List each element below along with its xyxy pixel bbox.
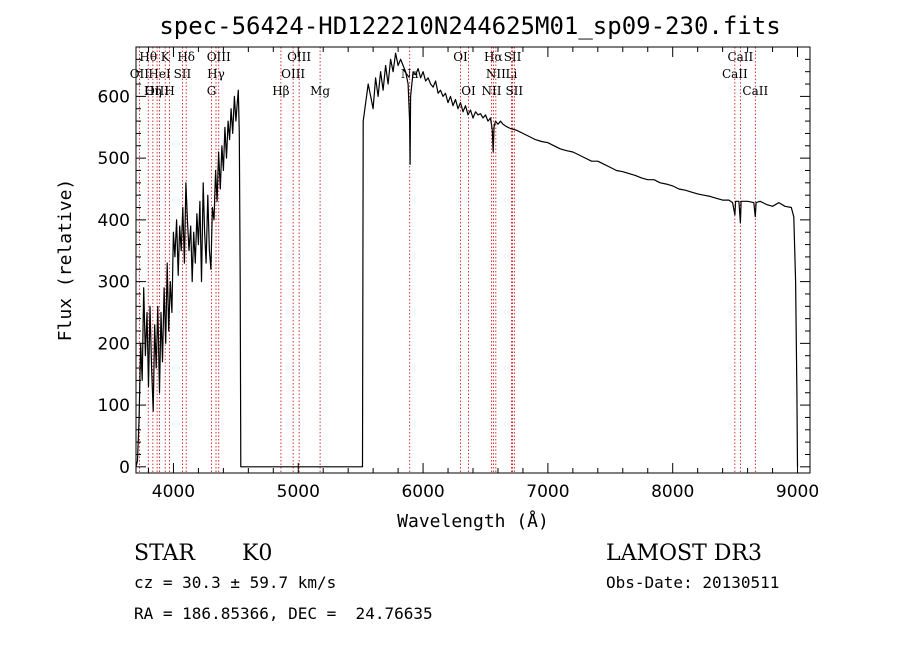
x-tick-label: 4000 — [152, 482, 195, 502]
spectral-line-label: SII — [504, 50, 522, 64]
spectral-line-label: OIII — [207, 50, 231, 64]
x-tick-label: 8000 — [651, 482, 694, 502]
spectral-line-label: K — [161, 50, 171, 64]
spectral-line-label: Hδ — [177, 50, 195, 64]
survey-name: LAMOST DR3 — [606, 541, 762, 566]
spectral-line-label: CaII — [742, 84, 768, 98]
chart-title: spec-56424-HD122210N244625M01_sp09-230.f… — [159, 12, 780, 40]
y-tick-label: 300 — [98, 273, 130, 293]
spectral-line-label: CaII — [727, 50, 753, 64]
spectral-line-label: Hα — [484, 50, 503, 64]
x-axis-ticks: 4000 5000 6000 7000 8000 9000 — [147, 47, 819, 502]
spectral-line-label: SII — [174, 67, 192, 81]
spectral-line-label: H — [164, 84, 174, 98]
spectral-line-label: Hβ — [272, 84, 289, 98]
object-subclass: K0 — [242, 541, 272, 566]
object-type: STAR — [134, 541, 196, 566]
y-tick-label: 0 — [119, 458, 130, 478]
y-tick-label: 500 — [98, 149, 130, 169]
x-tick-label: 6000 — [401, 482, 444, 502]
y-axis-label: Flux (relative) — [55, 179, 76, 342]
spectral-line-label: Li — [506, 67, 518, 81]
redshift-text: cz = 30.3 ± 59.7 km/s — [134, 573, 336, 592]
obs-date-text: Obs-Date: 20130511 — [606, 573, 779, 592]
spectral-line-label: Hγ — [207, 67, 225, 81]
y-tick-label: 400 — [98, 211, 130, 231]
spectral-line-label: Mg — [310, 84, 330, 98]
y-tick-label: 100 — [98, 396, 130, 416]
spectral-line-label: OIII — [287, 50, 311, 64]
x-tick-label: 9000 — [776, 482, 819, 502]
x-axis-label: Wavelength (Å) — [397, 510, 549, 532]
spectral-line-label: G — [207, 84, 217, 98]
spectral-line-label: OII — [130, 67, 150, 81]
x-tick-label: 7000 — [526, 482, 569, 502]
coordinates-text: RA = 186.85366, DEC = 24.76635 — [134, 604, 433, 623]
y-tick-label: 200 — [98, 334, 130, 354]
spectral-line-label: NII — [486, 67, 506, 81]
spectral-line-markers — [138, 47, 756, 473]
y-tick-label: 600 — [98, 87, 130, 107]
spectral-line-label: OI — [461, 84, 476, 98]
x-tick-label: 5000 — [277, 482, 320, 502]
spectrum-series-line — [135, 52, 799, 468]
spectral-line-label: CaII — [722, 67, 748, 81]
spectral-line-label: OI — [453, 50, 468, 64]
spectral-line-label: HeI — [148, 67, 171, 81]
spectral-line-label: OIII — [281, 67, 305, 81]
spectral-line-label: Hθ — [139, 50, 157, 64]
y-axis-ticks: 0 100 200 300 400 500 600 — [98, 58, 810, 478]
spectral-line-label: SII — [505, 84, 523, 98]
spectral-line-label: Hη — [144, 84, 162, 98]
spectral-line-label: OIII — [145, 84, 169, 98]
spectral-line-label: NII — [481, 84, 501, 98]
